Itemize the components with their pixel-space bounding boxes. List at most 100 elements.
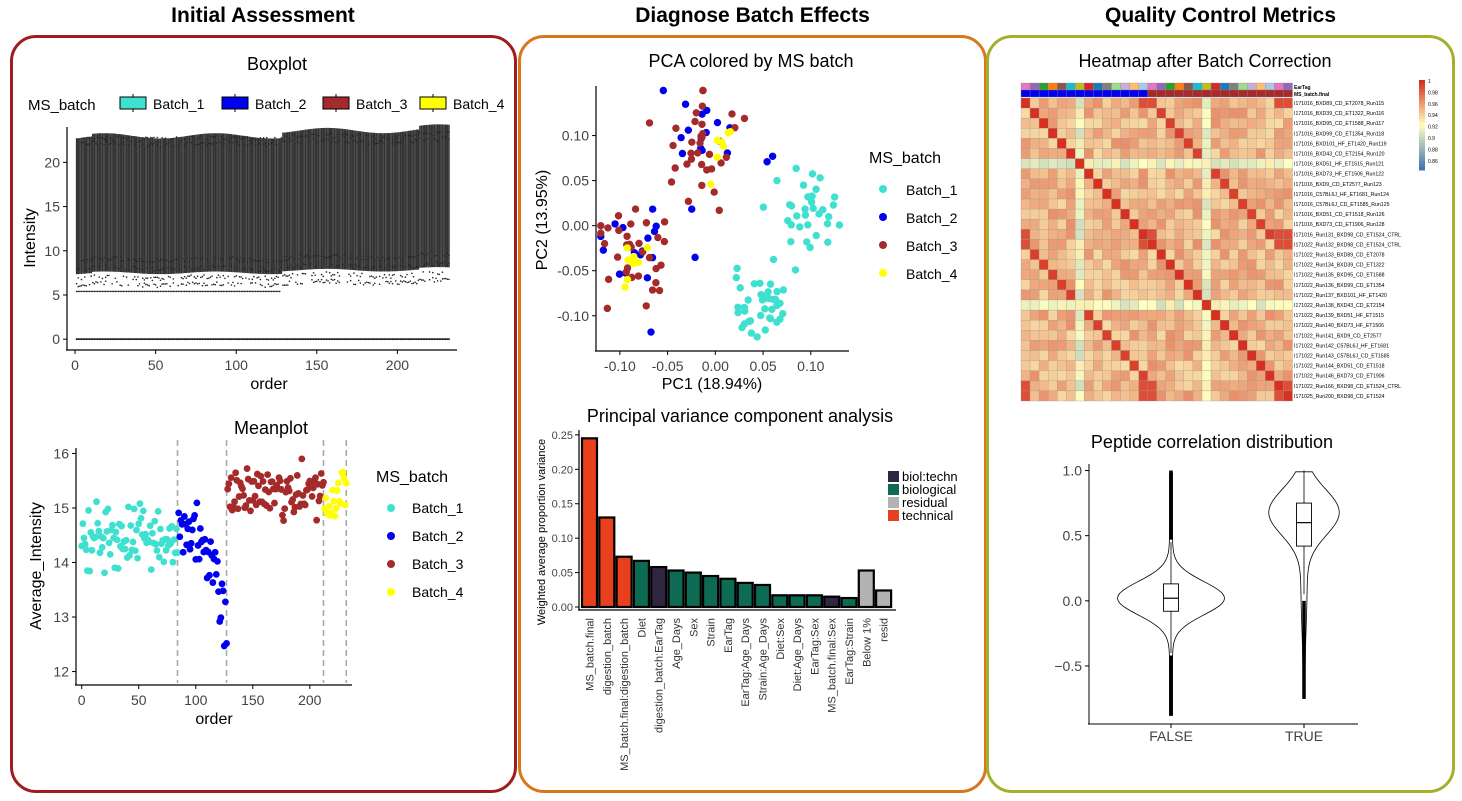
boxplot-outlier bbox=[211, 290, 213, 293]
heatmap-cell bbox=[1238, 138, 1248, 149]
boxplot-outlier bbox=[228, 141, 231, 144]
boxplot-outlier bbox=[423, 263, 426, 266]
heatmap-cell bbox=[1247, 269, 1257, 280]
boxplot-outlier bbox=[170, 290, 173, 293]
heatmap-cell bbox=[1174, 390, 1185, 402]
pca-point bbox=[815, 210, 823, 218]
heatmap-cell bbox=[1038, 128, 1049, 139]
boxplot-outlier bbox=[259, 338, 262, 341]
heatmap-cell bbox=[1093, 208, 1103, 220]
heatmap-cell bbox=[1192, 208, 1203, 220]
boxplot-outlier bbox=[374, 277, 376, 280]
boxplot-outlier bbox=[356, 266, 358, 268]
boxplot-outlier bbox=[356, 141, 358, 144]
pca-point bbox=[756, 279, 764, 288]
heatmap-cell bbox=[1156, 309, 1166, 321]
heatmap-annotation-batch bbox=[1120, 89, 1130, 98]
pca-point bbox=[657, 261, 665, 269]
heatmap-cell bbox=[1020, 380, 1031, 392]
heatmap-annotation-eartag bbox=[1274, 82, 1284, 91]
heatmap-cell bbox=[1256, 97, 1266, 109]
heatmap-cell bbox=[1283, 320, 1293, 331]
meanplot-point bbox=[279, 511, 286, 519]
boxplot-outlier bbox=[419, 278, 421, 281]
heatmap-cell bbox=[1238, 330, 1248, 341]
boxplot-outlier bbox=[266, 258, 268, 261]
boxplot-outlier bbox=[125, 290, 128, 293]
heatmap-cell bbox=[1066, 158, 1076, 169]
pca-point bbox=[630, 252, 638, 261]
heatmap-cell bbox=[1075, 299, 1085, 311]
boxplot-outlier bbox=[230, 338, 233, 341]
boxplot-outlier bbox=[179, 268, 181, 271]
heatmap-cell bbox=[1256, 107, 1266, 119]
boxplot-outlier bbox=[264, 142, 267, 144]
boxplot-outlier bbox=[391, 274, 394, 277]
boxplot-outlier bbox=[101, 277, 104, 280]
boxplot-outlier bbox=[383, 268, 386, 270]
boxplot-outlier bbox=[327, 280, 329, 282]
pvca-legend-key-biol_techn bbox=[888, 471, 899, 482]
boxplot-outlier bbox=[435, 261, 437, 263]
heatmap-cell bbox=[1274, 239, 1284, 250]
heatmap-cell bbox=[1020, 350, 1031, 361]
boxplot-outlier bbox=[240, 276, 242, 278]
boxplot-outlier bbox=[156, 144, 159, 146]
heatmap-cell bbox=[1229, 118, 1239, 129]
heatmap-cell bbox=[1201, 188, 1212, 200]
heatmap-cell bbox=[1183, 360, 1194, 371]
boxplot-outlier bbox=[422, 338, 425, 341]
boxplot-outlier bbox=[90, 275, 92, 278]
boxplot-outlier bbox=[386, 258, 389, 260]
boxplot-outlier bbox=[254, 290, 257, 293]
boxplot-outlier bbox=[85, 269, 88, 272]
heatmap-cell bbox=[1048, 249, 1058, 260]
boxplot-outlier bbox=[129, 144, 131, 146]
boxplot-outlier bbox=[198, 136, 200, 139]
boxplot-outlier bbox=[178, 338, 181, 341]
heatmap-cell bbox=[1120, 249, 1130, 260]
heatmap-cell bbox=[1156, 350, 1166, 361]
heatmap-cell bbox=[1265, 259, 1275, 270]
heatmap-cell bbox=[1210, 107, 1221, 119]
boxplot-outlier bbox=[202, 338, 205, 341]
boxplot-outlier bbox=[246, 136, 249, 138]
heatmap-cell bbox=[1102, 219, 1112, 230]
boxplot-outlier bbox=[372, 276, 374, 278]
heatmap-cell bbox=[1029, 188, 1040, 200]
heatmap-row-label: I171022_Run134_BXD39_CD_ET1322 bbox=[1294, 263, 1385, 269]
boxplot-outlier bbox=[283, 255, 286, 258]
pca-point bbox=[698, 120, 706, 128]
heatmap-annotation-batch bbox=[1048, 89, 1058, 98]
heatmap-cell bbox=[1066, 118, 1076, 129]
boxplot-outlier bbox=[399, 264, 402, 267]
heatmap-cell bbox=[1147, 330, 1157, 341]
pca-point bbox=[634, 272, 643, 280]
boxplot-outlier bbox=[333, 273, 336, 276]
boxplot-outlier bbox=[85, 338, 88, 341]
boxplot-outlier bbox=[215, 338, 218, 341]
boxplot-outlier bbox=[83, 290, 86, 293]
boxplot-outlier bbox=[138, 338, 141, 341]
heatmap-cell bbox=[1129, 269, 1139, 280]
pca-point bbox=[787, 202, 796, 210]
heatmap-cell bbox=[1111, 138, 1121, 149]
boxplot-outlier bbox=[132, 258, 134, 260]
heatmap-annotation-batch bbox=[1201, 89, 1212, 98]
violin-chart: Peptide correlation distribution−0.50.00… bbox=[1054, 432, 1358, 744]
boxplot-outlier bbox=[235, 136, 238, 139]
boxplot-outlier bbox=[285, 338, 288, 341]
heatmap-cell bbox=[1283, 168, 1293, 179]
heatmap-cell bbox=[1093, 370, 1103, 381]
heatmap-cell bbox=[1156, 289, 1166, 301]
boxplot-outlier bbox=[365, 134, 368, 137]
heatmap-cell bbox=[1274, 320, 1284, 331]
boxplot-outlier bbox=[444, 338, 447, 341]
meanplot-point bbox=[231, 498, 238, 506]
pca-point bbox=[622, 268, 631, 276]
meanplot-point bbox=[191, 512, 199, 519]
heatmap-row-label: I171022_Run136_BXD99_CD_ET1354 bbox=[1294, 283, 1385, 289]
pca-point bbox=[773, 176, 781, 185]
pvca-chart: Principal variance component analysisMS_… bbox=[536, 406, 958, 771]
heatmap-cell bbox=[1102, 340, 1112, 351]
